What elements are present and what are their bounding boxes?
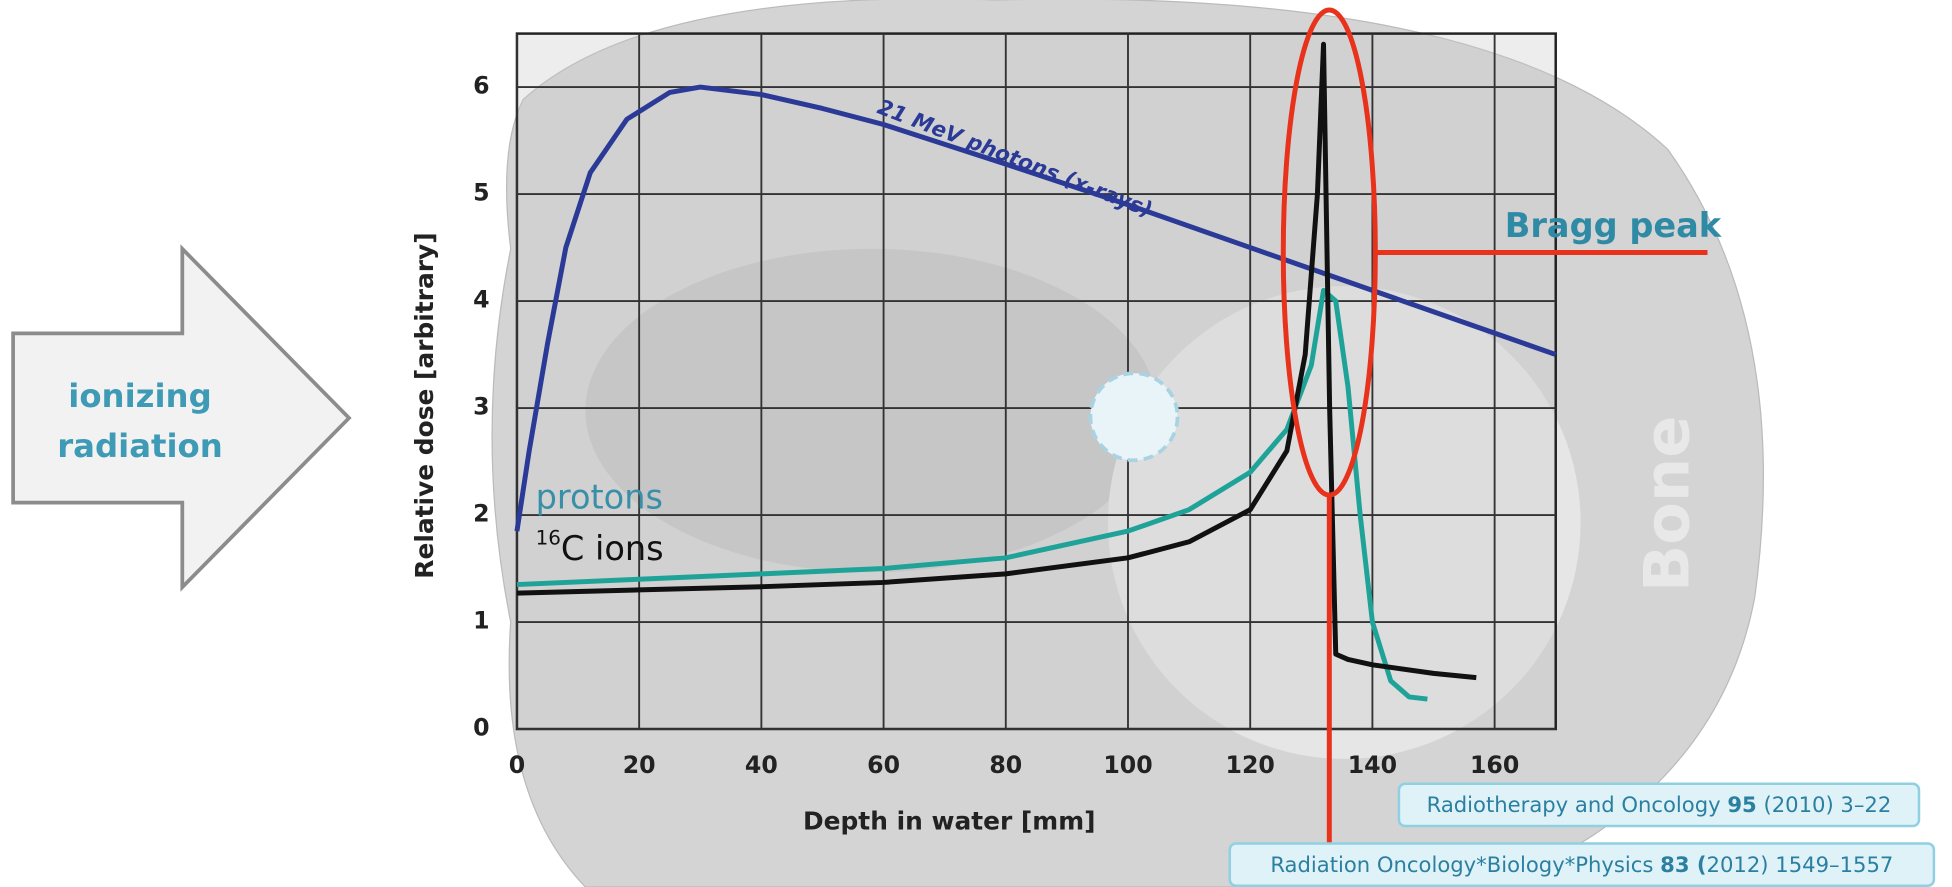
x-axis-label: Depth in water [mm]	[803, 806, 1096, 835]
y-tick-label: 0	[473, 714, 489, 742]
arrow	[13, 249, 349, 587]
reference-volume: 83 (	[1660, 852, 1706, 877]
series-label: protons	[536, 477, 663, 516]
y-tick-label: 4	[473, 286, 489, 314]
tumor-marker	[1090, 373, 1177, 460]
series-label-name: C ions	[561, 528, 664, 567]
y-tick-label: 1	[473, 607, 489, 635]
bone-label: Bone	[1630, 416, 1703, 593]
x-tick-label: 40	[745, 751, 778, 779]
x-tick-label: 60	[867, 751, 900, 779]
slide: ionizing radiation Bone 0204060801001201…	[0, 0, 1952, 887]
reference-text: (2010) 3–22	[1763, 792, 1891, 817]
reference: Radiotherapy and Oncology 95 (2010) 3–22	[1427, 792, 1892, 817]
reference: Radiation Oncology*Biology*Physics 83 (2…	[1270, 852, 1893, 877]
y-tick-label: 2	[473, 500, 489, 528]
y-tick-label: 5	[473, 179, 489, 207]
reference-volume: 95	[1727, 792, 1756, 817]
series-label-superscript: 16	[536, 526, 561, 549]
x-tick-label: 100	[1103, 751, 1152, 779]
x-tick-label: 20	[623, 751, 656, 779]
y-tick-label: 3	[473, 393, 489, 421]
x-tick-label: 140	[1348, 751, 1397, 779]
y-tick-label: 6	[473, 72, 489, 100]
y-axis-label: Relative dose [arbitrary]	[410, 232, 439, 578]
reference-text: 2012) 1549–1557	[1707, 852, 1894, 877]
x-tick-label: 160	[1470, 751, 1519, 779]
x-tick-label: 120	[1226, 751, 1275, 779]
x-tick-label: 0	[509, 751, 525, 779]
reference-text: Radiotherapy and Oncology	[1427, 792, 1721, 817]
arrow-text: ionizing	[68, 377, 211, 415]
plot-area	[517, 34, 1556, 729]
bragg-peak-label: Bragg peak	[1505, 206, 1722, 245]
arrow-text: radiation	[57, 427, 223, 465]
reference-text: Radiation Oncology*Biology*Physics	[1270, 852, 1653, 877]
x-tick-label: 80	[989, 751, 1022, 779]
